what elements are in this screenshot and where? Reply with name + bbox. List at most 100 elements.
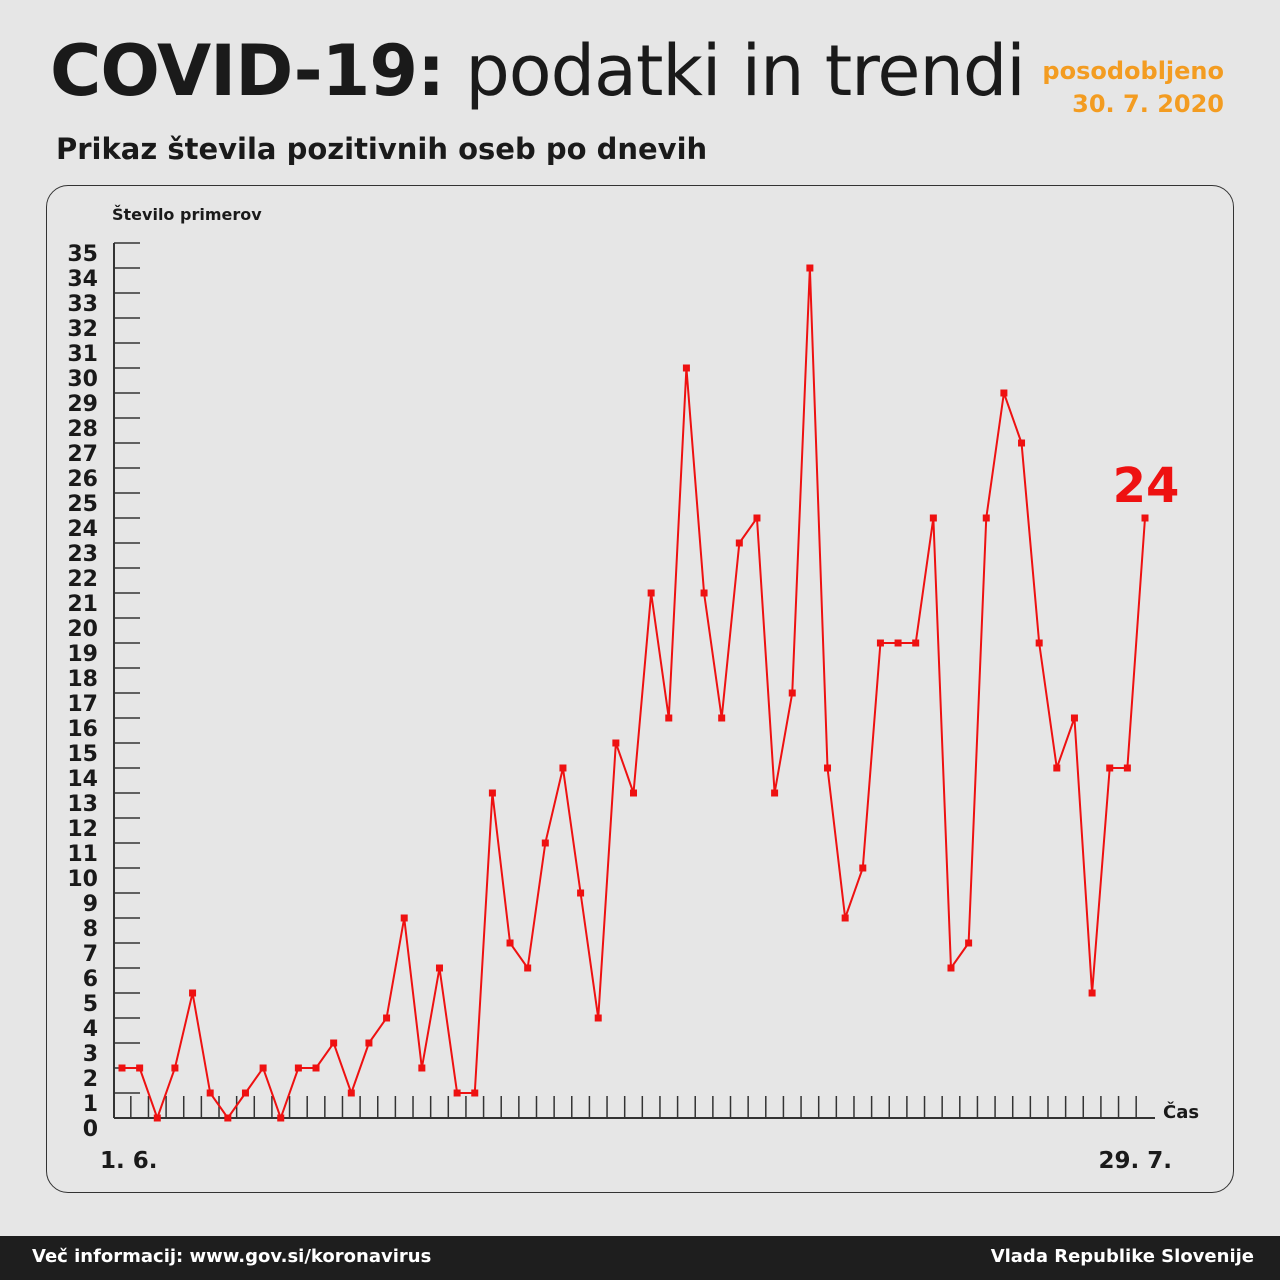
data-point: [224, 1114, 232, 1122]
y-tick-label: 10: [67, 867, 98, 892]
data-point: [471, 1089, 479, 1097]
y-tick-label: 26: [67, 467, 98, 492]
y-tick-label: 28: [67, 417, 98, 442]
data-point: [1035, 639, 1043, 647]
data-point: [947, 964, 955, 972]
footer-org: Vlada Republike Slovenije: [990, 1246, 1254, 1267]
data-point: [277, 1114, 285, 1122]
y-tick-label: 14: [67, 767, 98, 792]
y-tick-label: 3: [83, 1042, 98, 1067]
data-point: [771, 789, 779, 797]
title-light: podatki in trendi: [465, 30, 1025, 112]
y-tick-label: 9: [83, 892, 98, 917]
data-point: [682, 364, 690, 372]
y-tick-label: 7: [83, 942, 98, 967]
data-point: [665, 714, 673, 722]
data-point: [594, 1014, 602, 1022]
data-point: [294, 1064, 302, 1072]
y-tick-label: 1: [83, 1092, 98, 1117]
series-line: [122, 267, 1146, 1122]
data-point: [136, 1064, 144, 1072]
data-point: [912, 639, 920, 647]
y-tick-label: 8: [83, 917, 98, 942]
y-tick-label: 2: [83, 1067, 98, 1092]
data-point: [347, 1089, 355, 1097]
y-tick-label: 5: [83, 992, 98, 1017]
y-tick-label: 27: [67, 442, 98, 467]
x-end-label: 29. 7.: [1099, 1148, 1173, 1174]
y-tick-label: 35: [67, 242, 98, 267]
data-point: [894, 639, 902, 647]
footer-info[interactable]: Več informacij: www.gov.si/koronavirus: [32, 1246, 432, 1267]
y-tick-label: 0: [83, 1117, 98, 1142]
data-point: [330, 1039, 338, 1047]
data-point: [700, 589, 708, 597]
data-point: [383, 1014, 391, 1022]
data-point: [171, 1064, 179, 1072]
data-point: [1106, 764, 1114, 772]
data-point: [1053, 764, 1061, 772]
data-point: [824, 764, 832, 772]
data-point: [965, 939, 973, 947]
updated-label: posodobljeno: [1042, 57, 1224, 85]
data-point: [806, 264, 814, 272]
chart-panel: [46, 185, 1234, 1193]
y-tick-label: 30: [67, 367, 98, 392]
y-tick-label: 19: [67, 642, 98, 667]
footer: Več informacij: www.gov.si/koronavirus Vl…: [0, 1236, 1280, 1280]
data-point: [453, 1089, 461, 1097]
y-tick-label: 13: [67, 792, 98, 817]
data-point: [365, 1039, 373, 1047]
data-point: [153, 1114, 161, 1122]
y-tick-label: 34: [67, 267, 98, 292]
updated-date: 30. 7. 2020: [1072, 90, 1224, 118]
data-point: [559, 764, 567, 772]
data-point: [400, 914, 408, 922]
data-point: [1018, 439, 1026, 447]
last-value-label: 24: [1113, 458, 1180, 514]
y-tick-label: 25: [67, 492, 98, 517]
y-tick-label: 16: [67, 717, 98, 742]
x-start-label: 1. 6.: [100, 1148, 158, 1174]
y-tick-label: 32: [67, 317, 98, 342]
data-point: [982, 514, 990, 522]
data-point: [1141, 514, 1149, 522]
y-tick-label: 33: [67, 292, 98, 317]
data-point: [189, 989, 197, 997]
y-tick-label: 4: [83, 1017, 98, 1042]
data-point: [788, 689, 796, 697]
data-point: [1123, 764, 1131, 772]
data-point: [524, 964, 532, 972]
data-point: [259, 1064, 267, 1072]
y-tick-label: 17: [67, 692, 98, 717]
data-point: [1088, 989, 1096, 997]
data-point: [118, 1064, 126, 1072]
y-tick-label: 15: [67, 742, 98, 767]
chart-subtitle: Prikaz števila pozitivnih oseb po dnevih: [56, 132, 708, 166]
y-tick-label: 18: [67, 667, 98, 692]
data-point: [1000, 389, 1008, 397]
data-point: [435, 964, 443, 972]
data-point: [841, 914, 849, 922]
y-tick-label: 24: [67, 517, 98, 542]
data-point: [859, 864, 867, 872]
updated-info: posodobljeno 30. 7. 2020: [1042, 55, 1224, 121]
x-axis-label: Čas: [1163, 1101, 1199, 1123]
y-tick-label: 11: [67, 842, 98, 867]
data-point: [241, 1089, 249, 1097]
data-point: [312, 1064, 320, 1072]
y-tick-label: 6: [83, 967, 98, 992]
page-title: COVID-19: podatki in trendi: [50, 30, 1026, 112]
data-point: [577, 889, 585, 897]
data-point: [418, 1064, 426, 1072]
data-point: [612, 739, 620, 747]
y-axis-label: Število primerov: [112, 205, 262, 224]
data-point: [753, 514, 761, 522]
y-tick-label: 20: [67, 617, 98, 642]
y-tick-label: 12: [67, 817, 98, 842]
y-tick-label: 21: [67, 592, 98, 617]
data-point: [718, 714, 726, 722]
data-point: [929, 514, 937, 522]
y-tick-label: 29: [67, 392, 98, 417]
